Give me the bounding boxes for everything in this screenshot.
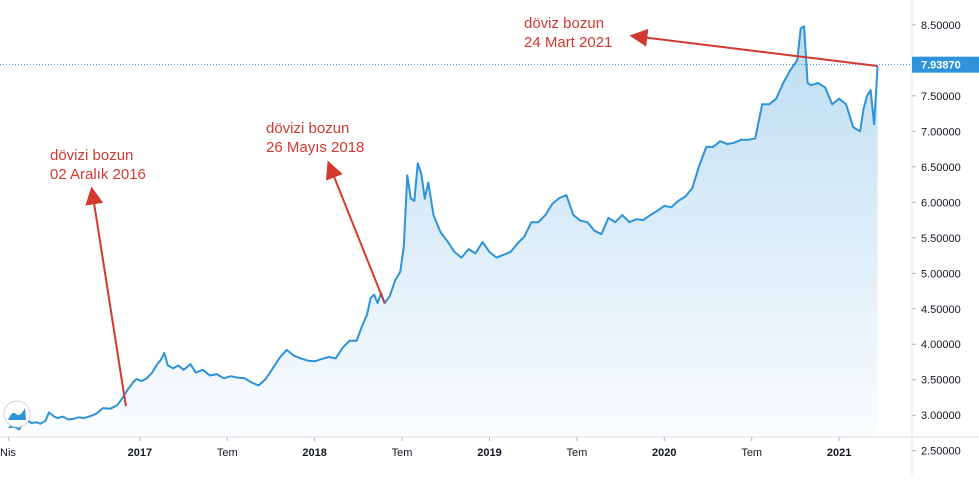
- annotation-text: dövizi bozun: [266, 120, 349, 137]
- x-tick-label: 2019: [477, 447, 501, 459]
- tradingview-logo-icon[interactable]: [3, 400, 31, 428]
- y-tick-label: 7.50000: [921, 91, 961, 103]
- x-tick-label: Tem: [217, 447, 238, 459]
- x-tick-label: 2021: [827, 447, 851, 459]
- annotation-text: döviz bozun: [524, 15, 604, 32]
- current-price-label: 7.93870: [921, 60, 961, 72]
- annotation-arrow: [85, 186, 127, 407]
- x-tick-label: Nis: [0, 447, 16, 459]
- annotation-text: 24 Mart 2021: [524, 34, 612, 51]
- y-tick-label: 5.00000: [921, 268, 961, 280]
- x-tick-label: Tem: [392, 447, 413, 459]
- series-area-fill: [8, 26, 878, 438]
- current-price-badge[interactable]: [912, 56, 979, 73]
- x-tick-label: 2017: [128, 447, 152, 459]
- x-tick-label: Tem: [566, 447, 587, 459]
- x-tick-label: 2020: [652, 447, 676, 459]
- y-tick-label: 3.50000: [921, 375, 961, 387]
- x-tick-label: Tem: [741, 447, 762, 459]
- annotation-arrow: [325, 160, 386, 304]
- annotation-arrow: [629, 28, 878, 68]
- y-tick-label: 8.50000: [921, 20, 961, 32]
- y-tick-label: 5.50000: [921, 233, 961, 245]
- series-line[interactable]: [8, 25, 879, 431]
- y-tick-label: 2.50000: [921, 446, 961, 458]
- y-tick-label: 4.00000: [921, 339, 961, 351]
- annotation-text: dövizi bozun: [50, 147, 133, 164]
- y-tick-label: 7.00000: [921, 126, 961, 138]
- annotation-text: 26 Mayıs 2018: [266, 139, 364, 156]
- y-axis[interactable]: 2.50000 3.00000 3.50000 4.00000 4.50000 5.000…: [912, 20, 961, 458]
- y-tick-label: 3.00000: [921, 410, 961, 422]
- y-tick-label: 4.50000: [921, 304, 961, 316]
- x-tick-label: 2018: [302, 447, 326, 459]
- y-tick-label: 6.00000: [921, 197, 961, 209]
- y-tick-label: 6.50000: [921, 162, 961, 174]
- annotation-text: 02 Aralık 2016: [50, 166, 146, 183]
- x-axis[interactable]: Nis 2017 Tem 2018 Tem 2019 Tem 2020 Tem 2021: [0, 437, 851, 459]
